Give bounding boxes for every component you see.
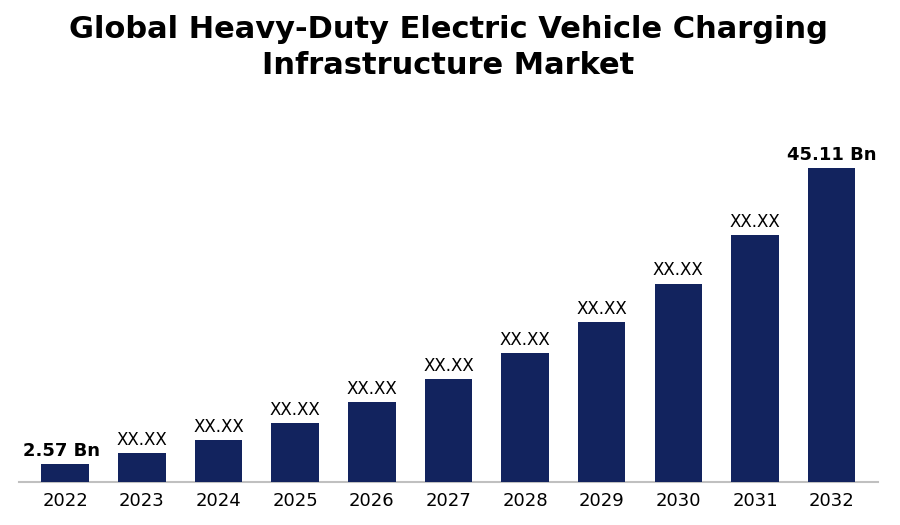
Bar [118,453,166,482]
Text: XX.XX: XX.XX [653,261,704,279]
Bar [654,284,702,482]
Text: 2.57 Bn: 2.57 Bn [22,442,100,460]
Bar [194,440,242,482]
Text: XX.XX: XX.XX [423,357,473,375]
Title: Global Heavy-Duty Electric Vehicle Charging
Infrastructure Market: Global Heavy-Duty Electric Vehicle Charg… [69,15,828,80]
Bar [731,235,778,482]
Text: XX.XX: XX.XX [346,380,397,398]
Text: XX.XX: XX.XX [500,331,551,349]
Text: XX.XX: XX.XX [576,300,627,318]
Bar [578,322,626,482]
Bar [425,379,472,482]
Bar [348,402,396,482]
Text: 45.11 Bn: 45.11 Bn [787,145,877,164]
Text: XX.XX: XX.XX [270,401,320,419]
Text: XX.XX: XX.XX [194,418,244,436]
Text: XX.XX: XX.XX [730,213,780,230]
Bar [272,423,319,482]
Bar [41,465,89,482]
Bar [501,353,549,482]
Text: XX.XX: XX.XX [116,431,167,449]
Bar [808,168,855,482]
